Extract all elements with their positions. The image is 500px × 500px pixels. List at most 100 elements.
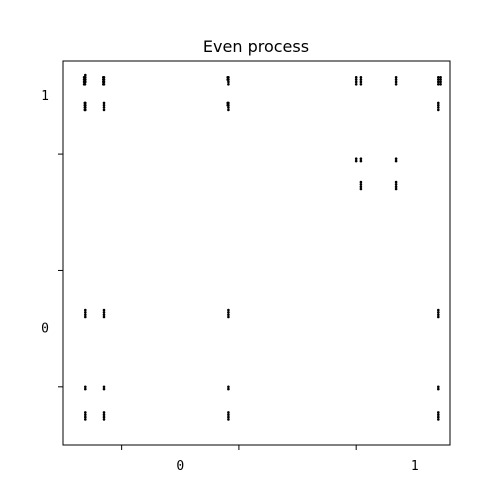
data-point	[102, 385, 106, 389]
data-point	[102, 308, 106, 312]
data-point	[437, 418, 440, 421]
data-point	[439, 78, 442, 81]
data-point	[102, 108, 106, 112]
data-point	[102, 411, 106, 414]
data-point	[102, 83, 105, 86]
data-point	[227, 311, 230, 314]
data-point	[359, 183, 363, 186]
data-point	[394, 78, 398, 81]
data-point	[359, 187, 363, 191]
data-point	[83, 83, 87, 86]
data-point	[226, 101, 229, 105]
data-point	[437, 315, 440, 319]
data-point	[227, 415, 230, 419]
data-point	[84, 76, 87, 79]
data-point	[102, 415, 106, 419]
data-point	[102, 315, 106, 319]
data-point	[84, 413, 87, 417]
x-axis-ticks	[121, 445, 357, 450]
data-point	[439, 83, 442, 86]
data-point	[359, 157, 363, 160]
data-point	[394, 187, 398, 191]
data-point	[359, 159, 363, 163]
data-point	[354, 78, 358, 81]
data-point	[84, 80, 87, 84]
data-points	[82, 73, 442, 421]
data-point	[394, 76, 398, 79]
data-point	[437, 80, 440, 84]
data-point	[394, 180, 398, 184]
data-point	[227, 411, 230, 414]
data-point	[84, 313, 87, 317]
data-point	[84, 418, 87, 421]
data-point	[359, 76, 363, 79]
data-point	[359, 83, 363, 86]
data-point	[227, 106, 230, 109]
data-point	[102, 418, 106, 421]
data-point	[84, 415, 87, 419]
data-point	[102, 103, 106, 107]
data-point	[359, 185, 363, 188]
data-point	[102, 101, 106, 105]
data-point	[359, 78, 363, 81]
y-axis-ticks	[58, 153, 63, 388]
data-point	[84, 73, 87, 77]
data-point	[354, 76, 358, 79]
data-point	[437, 313, 440, 317]
data-point	[83, 103, 87, 107]
data-point	[84, 311, 87, 314]
data-point	[102, 387, 106, 391]
data-point	[394, 157, 398, 160]
plot-frame	[62, 60, 451, 446]
data-point	[394, 185, 398, 188]
data-point	[102, 80, 105, 84]
data-point	[102, 413, 106, 417]
data-point	[354, 159, 358, 163]
data-point	[359, 180, 363, 184]
data-point	[227, 313, 230, 317]
data-point	[359, 80, 363, 84]
data-point	[394, 183, 398, 186]
data-point	[437, 308, 440, 312]
data-point	[437, 311, 440, 314]
data-point	[394, 159, 398, 163]
data-point	[437, 385, 440, 389]
data-point	[437, 101, 440, 105]
data-point	[83, 108, 87, 112]
data-point	[83, 106, 87, 109]
data-point	[437, 106, 440, 109]
y-axis-tick-labels: 01	[41, 89, 49, 337]
data-point	[84, 385, 87, 389]
data-point	[354, 83, 358, 86]
data-point	[437, 78, 440, 81]
chart-title: Even process	[203, 37, 309, 56]
data-point	[102, 76, 105, 79]
data-point	[437, 103, 440, 107]
data-point	[84, 308, 87, 312]
data-point	[394, 80, 398, 84]
data-point	[226, 78, 229, 81]
data-point	[437, 415, 440, 419]
data-point	[437, 83, 440, 86]
data-point	[227, 387, 230, 391]
data-point	[437, 108, 440, 112]
data-point	[227, 418, 230, 421]
data-point	[439, 76, 442, 79]
data-point	[84, 411, 87, 414]
data-point	[227, 308, 230, 312]
data-point	[227, 83, 230, 86]
data-point	[226, 76, 229, 79]
y-tick-label: 0	[41, 322, 49, 337]
data-point	[84, 387, 87, 391]
data-point	[439, 80, 442, 84]
data-point	[102, 106, 106, 109]
data-point	[227, 385, 230, 389]
data-point	[437, 76, 440, 79]
y-tick-label: 1	[41, 89, 49, 104]
data-point	[227, 413, 230, 417]
data-point	[437, 411, 440, 414]
x-tick-label: 1	[411, 459, 419, 474]
data-point	[354, 80, 358, 84]
